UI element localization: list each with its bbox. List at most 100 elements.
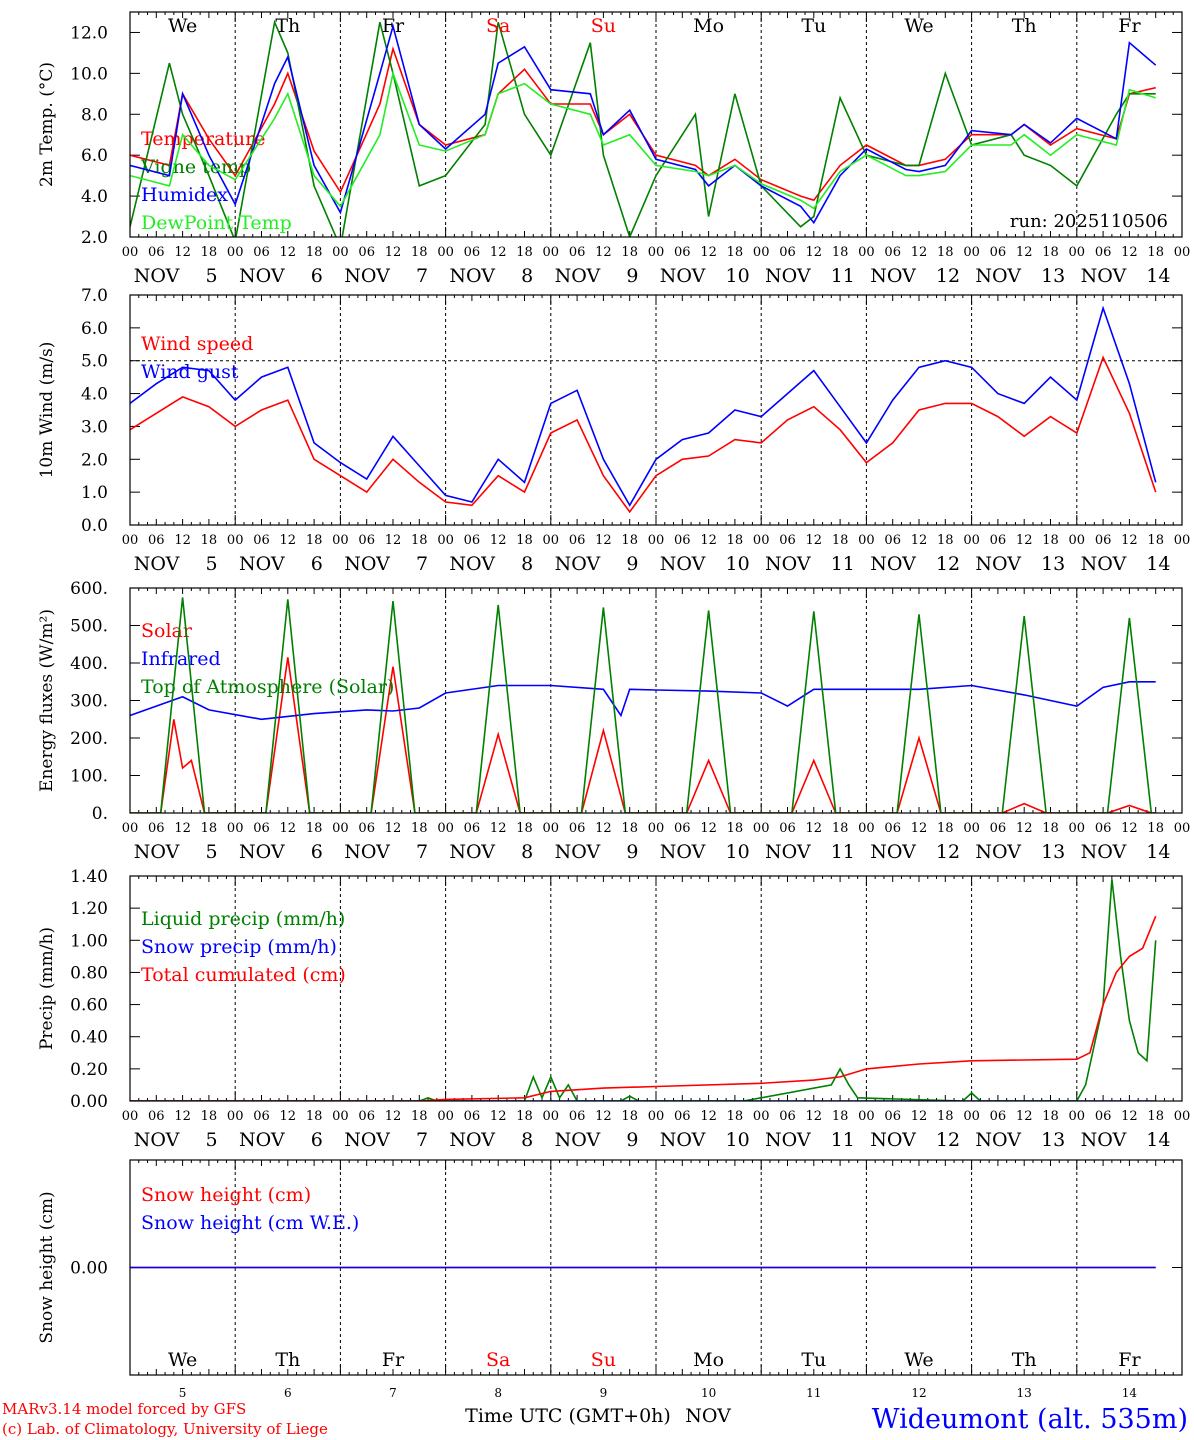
x-day-label: 10 <box>726 1129 750 1151</box>
x-hour-label: 00 <box>332 245 349 260</box>
panel-4: 0.00 Snow height (cm) Snow height (cm) Snow… <box>37 1159 1183 1400</box>
x-hour-label: 00 <box>122 245 139 260</box>
x-day-label: 6 <box>311 265 323 287</box>
panel-0: 2.0 4.0 6.0 8.0 10.0 12.0 2m Temp. (°C) Tempera… <box>37 11 1190 287</box>
y-tick-label: 1.20 <box>70 899 108 919</box>
x-hour-label: 12 <box>1121 533 1138 548</box>
bottom-day-number: 11 <box>806 1386 821 1400</box>
weekday-label: Th <box>275 15 300 37</box>
x-day-label: 14 <box>1146 841 1170 863</box>
x-hour-label: 18 <box>1042 245 1059 260</box>
x-hour-label: 00 <box>227 821 244 836</box>
x-hour-label: 12 <box>1121 245 1138 260</box>
x-day-label: 7 <box>416 1129 428 1151</box>
x-month-label: NOV <box>344 553 390 575</box>
x-day-label: 11 <box>831 841 855 863</box>
series-line <box>130 355 1157 514</box>
x-hour-label: 18 <box>727 533 744 548</box>
x-month-label: NOV <box>449 553 495 575</box>
y-tick-label: 500. <box>70 617 108 637</box>
x-day-label: 5 <box>206 841 218 863</box>
x-month-label: NOV <box>1081 841 1127 863</box>
y-tick-label: 5.0 <box>81 352 108 372</box>
x-hour-label: 18 <box>1147 1109 1164 1124</box>
x-hour-label: 12 <box>490 533 507 548</box>
legend-entry: Liquid precip (mm/h) <box>141 908 345 930</box>
x-hour-label: 06 <box>1095 245 1112 260</box>
y-tick-label: 0.20 <box>70 1060 108 1080</box>
x-hour-label: 12 <box>280 1109 297 1124</box>
run-label: run: 2025110506 <box>1010 211 1168 232</box>
x-hour-label: 18 <box>201 821 218 836</box>
x-hour-label: 00 <box>543 245 560 260</box>
x-hour-label: 18 <box>516 245 533 260</box>
x-hour-label: 18 <box>832 821 849 836</box>
x-hour-label: 12 <box>385 821 402 836</box>
series-line <box>130 305 1157 507</box>
weekday-label: Tu <box>801 15 826 37</box>
y-tick-label: 600. <box>70 579 108 599</box>
x-month-label: NOV <box>975 1129 1021 1151</box>
y-tick-label: 100. <box>70 767 108 787</box>
x-month-label: NOV <box>134 265 180 287</box>
x-hour-label: 18 <box>201 245 218 260</box>
y-tick-label: 300. <box>70 692 108 712</box>
x-hour-label: 06 <box>884 821 901 836</box>
y-tick-label: 0.80 <box>70 963 108 983</box>
x-day-label: 10 <box>726 553 750 575</box>
x-hour-label: 00 <box>1174 533 1191 548</box>
x-month-label: NOV <box>239 841 285 863</box>
x-hour-label: 12 <box>1121 821 1138 836</box>
y-tick-label: 10.0 <box>70 64 108 84</box>
x-hour-label: 18 <box>411 245 428 260</box>
bottom-day-number: 14 <box>1122 1386 1138 1400</box>
x-hour-label: 12 <box>280 533 297 548</box>
x-hour-label: 00 <box>963 1109 980 1124</box>
x-hour-label: 18 <box>306 245 323 260</box>
x-hour-label: 12 <box>280 245 297 260</box>
x-hour-label: 06 <box>358 533 375 548</box>
x-day-label: 12 <box>936 841 960 863</box>
x-hour-label: 06 <box>358 821 375 836</box>
x-hour-label: 12 <box>174 245 191 260</box>
y-tick-label: 6.0 <box>81 319 108 339</box>
x-hour-label: 18 <box>621 533 638 548</box>
x-hour-label: 00 <box>753 1109 770 1124</box>
x-hour-label: 06 <box>990 1109 1007 1124</box>
x-month-label: NOV <box>555 841 601 863</box>
x-hour-label: 12 <box>911 821 928 836</box>
x-day-label: 13 <box>1041 553 1065 575</box>
x-hour-label: 06 <box>779 1109 796 1124</box>
x-hour-label: 06 <box>253 533 270 548</box>
x-month-label: NOV <box>975 265 1021 287</box>
x-hour-label: 00 <box>963 533 980 548</box>
x-month-label: NOV <box>765 841 811 863</box>
x-hour-label: 06 <box>674 533 691 548</box>
x-month-label: NOV <box>765 265 811 287</box>
x-hour-label: 18 <box>832 245 849 260</box>
x-hour-label: 12 <box>595 245 612 260</box>
y-axis-label: Snow height (cm) <box>37 1191 57 1343</box>
legend-entry: Wind speed <box>141 333 253 355</box>
x-hour-label: 12 <box>1016 1109 1033 1124</box>
legend-entry: Total cumulated (cm) <box>141 964 346 986</box>
x-month-label: NOV <box>239 553 285 575</box>
y-tick-label: 0.0 <box>81 516 108 536</box>
x-month-label: NOV <box>134 553 180 575</box>
x-month-label: NOV <box>765 1129 811 1151</box>
x-day-label: 12 <box>936 1129 960 1151</box>
x-hour-label: 00 <box>332 1109 349 1124</box>
weekday-label: Sa <box>486 15 510 37</box>
x-hour-label: 12 <box>385 245 402 260</box>
x-day-label: 14 <box>1146 265 1170 287</box>
panel-frame <box>129 587 1183 814</box>
x-day-label: 14 <box>1146 1129 1170 1151</box>
x-hour-label: 18 <box>306 1109 323 1124</box>
y-tick-label: 6.0 <box>81 146 108 166</box>
y-tick-label: 400. <box>70 654 108 674</box>
x-hour-label: 00 <box>122 821 139 836</box>
x-day-label: 10 <box>726 265 750 287</box>
y-axis-label: 2m Temp. (°C) <box>37 62 57 187</box>
credit-line-1: MARv3.14 model forced by GFS <box>2 1400 246 1418</box>
x-hour-label: 06 <box>148 245 165 260</box>
